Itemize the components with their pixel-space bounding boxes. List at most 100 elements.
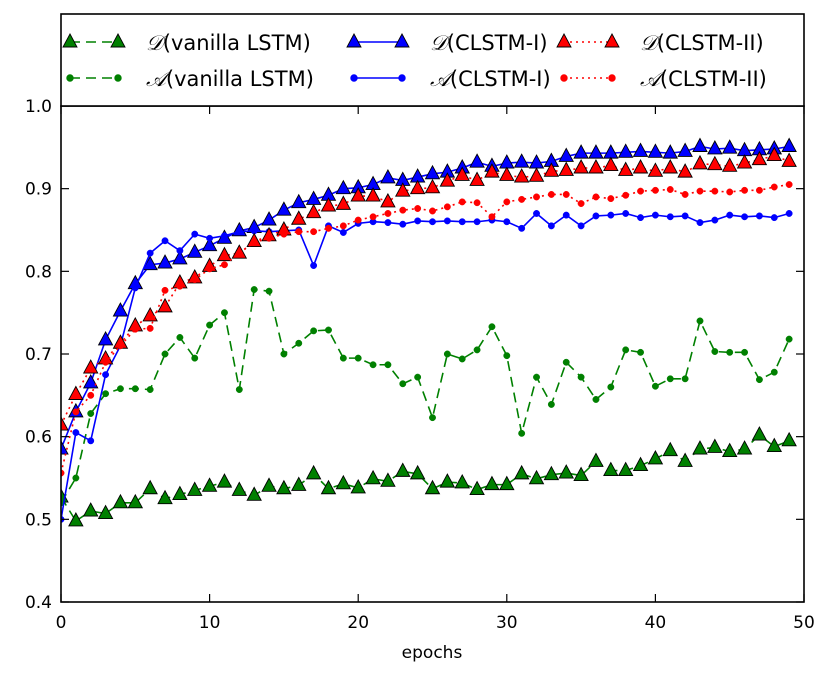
data-point xyxy=(429,218,436,226)
data-point xyxy=(607,383,615,391)
data-point xyxy=(681,375,689,383)
data-point xyxy=(414,373,422,381)
data-point xyxy=(261,211,277,226)
data-point xyxy=(603,461,619,477)
data-point xyxy=(339,354,347,362)
data-point xyxy=(770,183,778,191)
data-point xyxy=(176,282,184,290)
data-point xyxy=(666,375,674,383)
data-point xyxy=(250,286,258,293)
legend-symbol: 𝒟 xyxy=(430,31,451,55)
data-point xyxy=(577,373,585,381)
data-point xyxy=(439,473,456,488)
data-point xyxy=(558,464,574,479)
data-point xyxy=(518,195,526,203)
data-point xyxy=(235,386,243,393)
data-point xyxy=(325,326,332,334)
data-point xyxy=(632,142,649,157)
data-point xyxy=(146,324,154,332)
data-point xyxy=(186,481,203,496)
legend-label: 𝒟(CLSTM-I) xyxy=(430,31,548,55)
data-point xyxy=(61,440,69,455)
data-point xyxy=(335,474,352,490)
data-point xyxy=(499,166,515,181)
data-point xyxy=(424,479,441,495)
legend-label-text: (CLSTM-II) xyxy=(657,31,764,55)
data-point xyxy=(518,429,526,437)
data-point xyxy=(543,162,560,177)
data-point xyxy=(603,156,619,171)
data-point xyxy=(473,218,481,226)
data-point xyxy=(677,142,693,157)
data-point xyxy=(206,265,214,273)
data-point xyxy=(651,211,659,219)
data-point xyxy=(261,477,277,492)
data-point xyxy=(172,485,188,500)
data-point xyxy=(384,210,392,217)
data-point xyxy=(547,222,555,230)
data-point xyxy=(454,474,470,489)
x-tick-label: 50 xyxy=(793,613,815,633)
legend-marker xyxy=(608,74,616,82)
data-point xyxy=(726,348,734,356)
data-point xyxy=(469,480,485,496)
legend-label: 𝒟(CLSTM-II) xyxy=(640,31,764,55)
data-point xyxy=(573,466,589,481)
data-point xyxy=(350,187,366,202)
data-point xyxy=(157,254,173,269)
data-point xyxy=(335,179,352,195)
legend-label: 𝒜(vanilla LSTM) xyxy=(146,67,314,91)
x-tick-label: 40 xyxy=(645,613,667,633)
legend-marker xyxy=(604,33,620,48)
legend-label: 𝒟(vanilla LSTM) xyxy=(146,31,311,55)
x-tick-label: 20 xyxy=(347,613,369,633)
data-point xyxy=(72,408,80,416)
data-point xyxy=(726,188,734,196)
y-tick-label: 1.0 xyxy=(25,97,52,117)
legend-frame xyxy=(60,13,805,107)
data-point xyxy=(146,386,154,393)
data-point xyxy=(622,210,630,217)
data-point xyxy=(235,249,243,257)
data-point xyxy=(741,213,749,221)
data-point xyxy=(305,464,322,480)
legend-marker xyxy=(62,33,78,48)
legend-marker xyxy=(66,74,74,82)
data-point xyxy=(384,219,392,227)
series-5 xyxy=(61,181,793,477)
data-point xyxy=(741,186,749,194)
series-3 xyxy=(61,210,793,523)
data-point xyxy=(380,472,396,487)
data-point xyxy=(721,442,738,457)
data-point xyxy=(116,342,124,350)
data-point xyxy=(677,452,693,467)
data-point xyxy=(439,172,456,187)
legend: 𝒟(vanilla LSTM)𝒜(vanilla LSTM)𝒟(CLSTM-I)… xyxy=(60,13,805,107)
data-point xyxy=(681,212,689,220)
x-tick-label: 30 xyxy=(496,613,518,633)
data-point xyxy=(647,450,664,465)
legend-label-text: (CLSTM-I) xyxy=(447,31,548,55)
data-point xyxy=(369,361,377,369)
data-point xyxy=(161,350,169,358)
data-point xyxy=(592,212,600,220)
data-point xyxy=(231,481,248,496)
legend-entry-3: 𝒜(CLSTM-I) xyxy=(350,67,551,91)
data-point xyxy=(770,214,778,222)
data-point xyxy=(637,214,644,222)
data-point xyxy=(339,229,347,236)
legend-entry-5: 𝒜(CLSTM-II) xyxy=(560,67,767,91)
data-point xyxy=(97,330,114,346)
legend-symbol: 𝒟 xyxy=(146,31,167,55)
data-point xyxy=(785,181,793,188)
data-point xyxy=(380,192,396,208)
data-point xyxy=(711,216,719,224)
data-point xyxy=(592,193,600,201)
data-point xyxy=(291,476,307,491)
data-point xyxy=(528,167,545,182)
data-point xyxy=(172,249,188,265)
data-point xyxy=(547,191,555,198)
data-point xyxy=(662,441,679,457)
data-point xyxy=(399,380,407,388)
data-point xyxy=(588,144,604,159)
